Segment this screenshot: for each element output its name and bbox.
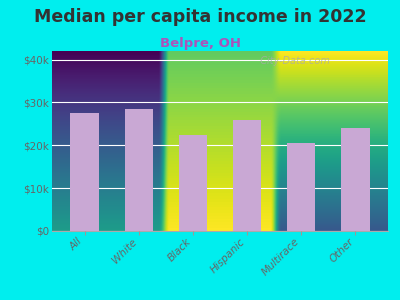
Text: Belpre, OH: Belpre, OH: [160, 38, 240, 50]
Bar: [341, 128, 370, 231]
Text: City-Data.com: City-Data.com: [254, 56, 330, 66]
Bar: [125, 109, 153, 231]
Bar: [287, 143, 315, 231]
Bar: [179, 135, 207, 231]
Bar: [233, 120, 261, 231]
Bar: [70, 113, 99, 231]
Text: Median per capita income in 2022: Median per capita income in 2022: [34, 8, 366, 26]
